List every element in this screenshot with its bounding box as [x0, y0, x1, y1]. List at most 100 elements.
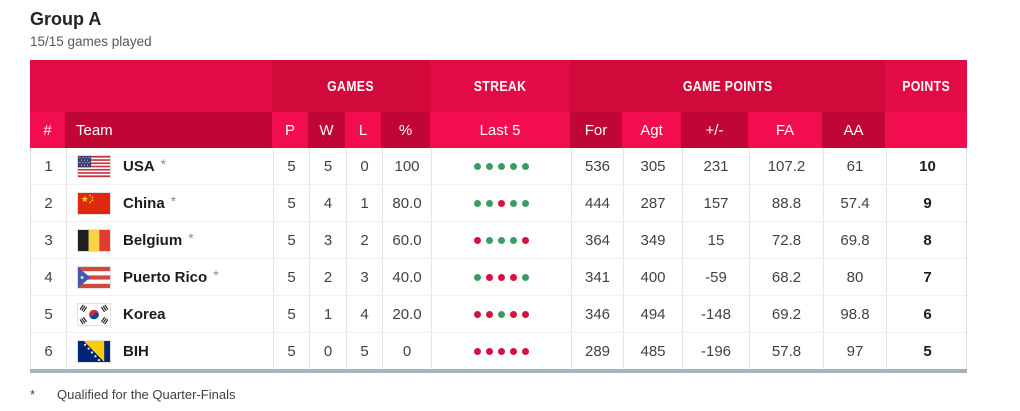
table-row[interactable]: 6 BIH 5 0 5 0 289 485 -196 57.8 97 5: [31, 333, 966, 369]
column-header-row: # Team P W L % Last 5 For Agt +/- FA AA: [30, 112, 967, 148]
win-dot: [498, 236, 505, 244]
games-group-label: GAMES: [327, 77, 375, 95]
fa-cell: 57.8: [749, 333, 823, 369]
fa-cell: 107.2: [749, 148, 823, 184]
team-name: China: [123, 194, 165, 212]
wins-cell: 2: [309, 259, 346, 295]
played-cell: 5: [273, 185, 309, 221]
plus-minus-cell: -196: [682, 333, 749, 369]
points-against-cell: 305: [623, 148, 682, 184]
wins-cell: 5: [309, 148, 346, 184]
plus-minus-cell: -59: [682, 259, 749, 295]
wins-col-label: W: [319, 121, 334, 139]
team-cell[interactable]: Korea: [66, 296, 273, 332]
team-name: BIH: [123, 342, 149, 360]
loss-dot: [522, 310, 529, 318]
rank-cell: 2: [44, 194, 53, 212]
col-header-points-spacer: [885, 112, 967, 148]
pct-cell: 100: [382, 148, 431, 184]
against-col-label: Agt: [640, 121, 663, 139]
pct-cell: 20.0: [382, 296, 431, 332]
table-row[interactable]: 4 Puerto Rico * 5 2 3 40.0 341 400 -59 6…: [31, 259, 966, 296]
loss-dot: [522, 236, 529, 244]
fa-cell: 88.8: [749, 185, 823, 221]
points-for-cell: 341: [571, 259, 623, 295]
pct-col-label: %: [398, 121, 413, 139]
wins-cell: 0: [309, 333, 346, 369]
pct-cell: 80.0: [382, 185, 431, 221]
plus-minus-cell: 157: [682, 185, 749, 221]
points-for-cell: 444: [571, 185, 623, 221]
points-for-cell: 364: [571, 222, 623, 258]
aa-cell: 97: [823, 333, 886, 369]
points-against-cell: 349: [623, 222, 682, 258]
standings-page: Group A 15/15 games played GAMES STREAK …: [30, 9, 1020, 402]
losses-cell: 1: [346, 185, 382, 221]
played-col-label: P: [284, 121, 295, 139]
team-cell[interactable]: China *: [66, 185, 273, 221]
losses-cell: 3: [346, 259, 382, 295]
table-row[interactable]: 1 USA * 5 5 0 100 536 305 231 107.2 61 1…: [31, 148, 966, 185]
group-header-games: GAMES: [272, 60, 430, 112]
flag-kor-icon: [78, 303, 110, 325]
flag-bih-icon: [78, 340, 110, 362]
classification-points-cell: 5: [886, 333, 968, 369]
win-dot: [486, 199, 493, 207]
last5-streak-cell: [431, 185, 571, 221]
qualification-footnote: * Qualified for the Quarter-Finals: [30, 387, 1020, 402]
loss-dot: [510, 310, 517, 318]
qualified-asterisk: *: [160, 156, 167, 172]
loss-dot: [498, 199, 505, 207]
aa-cell: 69.8: [823, 222, 886, 258]
col-header-pct: %: [381, 112, 430, 148]
team-cell[interactable]: Belgium *: [66, 222, 273, 258]
win-dot: [522, 199, 529, 207]
team-cell[interactable]: BIH: [66, 333, 273, 369]
col-header-plus-minus: +/-: [681, 112, 748, 148]
played-cell: 5: [273, 222, 309, 258]
table-row[interactable]: 2 China * 5 4 1 80.0 444 287 157 88.8 57…: [31, 185, 966, 222]
last5-streak-cell: [431, 259, 571, 295]
last5-col-label: Last 5: [479, 121, 521, 139]
loss-dot: [474, 236, 481, 244]
played-cell: 5: [273, 333, 309, 369]
losses-cell: 2: [346, 222, 382, 258]
team-col-label: Team: [76, 121, 113, 139]
table-row[interactable]: 5 Korea 5 1 4 20.0 346 494 -148 69.2 98.…: [31, 296, 966, 333]
fa-col-label: FA: [775, 121, 795, 139]
classification-points-cell: 6: [886, 296, 968, 332]
win-dot: [486, 162, 493, 170]
table-row[interactable]: 3 Belgium * 5 3 2 60.0 364 349 15 72.8 6…: [31, 222, 966, 259]
classification-points-cell: 9: [886, 185, 968, 221]
streak-group-label: STREAK: [473, 77, 527, 95]
aa-cell: 80: [823, 259, 886, 295]
team-cell[interactable]: USA *: [66, 148, 273, 184]
fa-cell: 68.2: [749, 259, 823, 295]
team-cell[interactable]: Puerto Rico *: [66, 259, 273, 295]
rank-cell: 3: [44, 231, 53, 249]
win-dot: [522, 162, 529, 170]
col-header-aa: AA: [822, 112, 885, 148]
rank-cell: 1: [44, 157, 53, 175]
team-name: Puerto Rico: [123, 268, 208, 286]
fa-cell: 72.8: [749, 222, 823, 258]
flag-pur-icon: [78, 266, 110, 288]
loss-dot: [510, 347, 517, 355]
qualified-asterisk: *: [188, 230, 194, 246]
last5-streak-cell: [431, 296, 571, 332]
plus-minus-cell: 15: [682, 222, 749, 258]
win-dot: [498, 162, 505, 170]
col-header-losses: L: [345, 112, 381, 148]
played-cell: 5: [273, 259, 309, 295]
classification-points-cell: 10: [886, 148, 968, 184]
loss-dot: [498, 347, 505, 355]
last5-streak-cell: [431, 333, 571, 369]
table-bottom-border: [30, 369, 967, 373]
win-dot: [522, 273, 529, 281]
win-dot: [510, 236, 517, 244]
for-col-label: For: [584, 121, 608, 139]
losses-cell: 0: [346, 148, 382, 184]
col-header-played: P: [272, 112, 308, 148]
played-cell: 5: [273, 296, 309, 332]
losses-cell: 4: [346, 296, 382, 332]
